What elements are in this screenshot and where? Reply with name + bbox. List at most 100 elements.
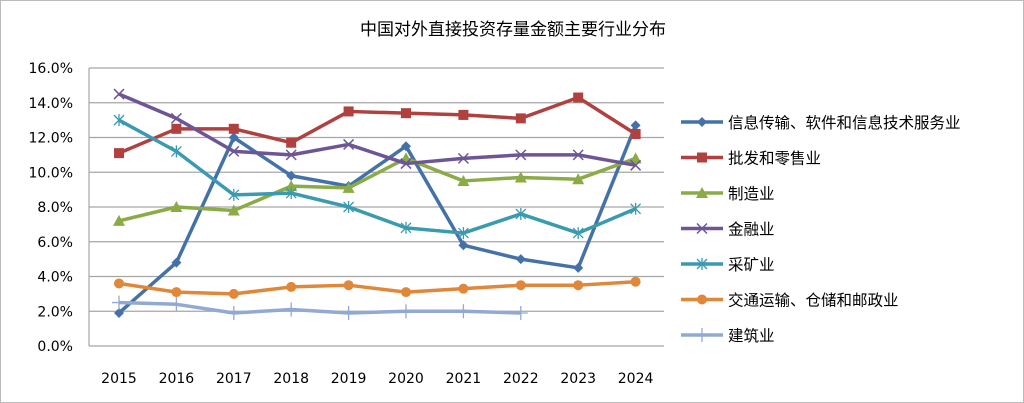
- x-tick-label: 2021: [446, 371, 482, 387]
- data-point: [343, 201, 355, 213]
- data-point: [515, 149, 527, 161]
- data-point: [343, 106, 354, 117]
- series-line: [118, 156, 637, 223]
- data-point: [228, 123, 239, 134]
- data-point: [696, 187, 708, 198]
- data-point: [171, 257, 182, 268]
- data-point: [113, 114, 125, 127]
- data-point: [401, 141, 411, 152]
- y-tick-label: 16.0%: [29, 61, 73, 77]
- data-point: [515, 280, 526, 291]
- data-point: [169, 297, 184, 312]
- legend-label: 制造业: [728, 185, 775, 203]
- data-point: [113, 88, 125, 100]
- series-line: [118, 300, 521, 315]
- series-line: [117, 124, 638, 315]
- data-point: [515, 254, 526, 265]
- series-line: [118, 118, 637, 235]
- y-tick-label: 8.0%: [37, 200, 73, 216]
- data-point: [170, 201, 183, 212]
- data-point: [696, 222, 708, 235]
- data-point: [285, 149, 297, 161]
- data-point: [514, 171, 527, 183]
- data-point: [696, 258, 708, 270]
- data-point: [170, 145, 182, 158]
- data-point: [457, 174, 470, 186]
- chart-title: 中国对外直接投资存量金额主要行业分布: [360, 20, 666, 40]
- data-point: [399, 304, 413, 319]
- data-point: [457, 152, 469, 164]
- data-point: [458, 283, 469, 294]
- data-point: [226, 305, 241, 320]
- data-point: [286, 170, 297, 181]
- series-line: [118, 279, 636, 296]
- data-point: [630, 120, 641, 131]
- data-point: [114, 278, 124, 289]
- data-point: [629, 152, 642, 164]
- x-tick-label: 2024: [618, 371, 654, 387]
- data-point: [630, 276, 641, 287]
- data-point: [573, 262, 584, 273]
- data-point: [401, 108, 411, 119]
- data-point: [630, 159, 642, 171]
- data-point: [286, 281, 297, 292]
- data-point: [342, 181, 355, 193]
- legend-label: 信息传输、软件和信息技术服务业: [728, 114, 961, 132]
- data-point: [458, 109, 469, 120]
- data-point: [400, 158, 412, 170]
- data-point: [515, 113, 526, 124]
- series-line: [118, 92, 636, 168]
- y-tick-label: 10.0%: [29, 165, 73, 181]
- x-tick-label: 2020: [388, 371, 424, 387]
- data-point: [572, 227, 584, 240]
- legend-label: 采矿业: [728, 256, 775, 274]
- data-point: [171, 287, 182, 298]
- data-point: [400, 221, 412, 234]
- x-tick-label: 2018: [273, 371, 309, 387]
- data-point: [401, 287, 411, 298]
- data-point: [572, 149, 584, 161]
- data-point: [170, 112, 182, 124]
- data-point: [573, 280, 584, 291]
- data-point: [572, 173, 585, 185]
- x-tick-label: 2015: [101, 371, 137, 387]
- x-tick-label: 2016: [159, 371, 195, 387]
- data-point: [343, 138, 355, 150]
- data-point: [630, 202, 642, 215]
- data-point: [456, 304, 471, 319]
- legend-label: 批发和零售业: [728, 150, 821, 168]
- y-tick-label: 12.0%: [29, 131, 73, 147]
- data-point: [573, 92, 584, 103]
- data-point: [228, 132, 239, 143]
- data-point: [112, 295, 126, 310]
- y-tick-label: 4.0%: [37, 270, 73, 286]
- data-point: [343, 280, 354, 291]
- y-tick-label: 2.0%: [37, 304, 73, 320]
- data-point: [284, 302, 299, 317]
- data-point: [513, 305, 528, 320]
- data-point: [228, 188, 240, 201]
- x-tick-label: 2019: [331, 371, 367, 387]
- legend-label: 交通运输、仓储和邮政业: [728, 292, 899, 310]
- data-point: [695, 328, 709, 342]
- y-tick-label: 0.0%: [37, 339, 73, 355]
- data-point: [458, 240, 469, 251]
- data-point: [114, 307, 124, 318]
- data-point: [341, 305, 356, 320]
- y-tick-label: 14.0%: [29, 96, 73, 112]
- legend-label: 建筑业: [728, 327, 775, 345]
- data-point: [113, 214, 125, 226]
- data-point: [697, 152, 707, 163]
- data-point: [227, 204, 240, 216]
- data-point: [285, 187, 297, 200]
- data-point: [114, 148, 124, 159]
- y-tick-label: 6.0%: [37, 235, 73, 251]
- data-point: [228, 145, 240, 157]
- data-point: [697, 117, 707, 127]
- data-point: [457, 227, 469, 240]
- data-point: [171, 123, 182, 134]
- data-point: [697, 294, 707, 305]
- data-point: [630, 129, 641, 140]
